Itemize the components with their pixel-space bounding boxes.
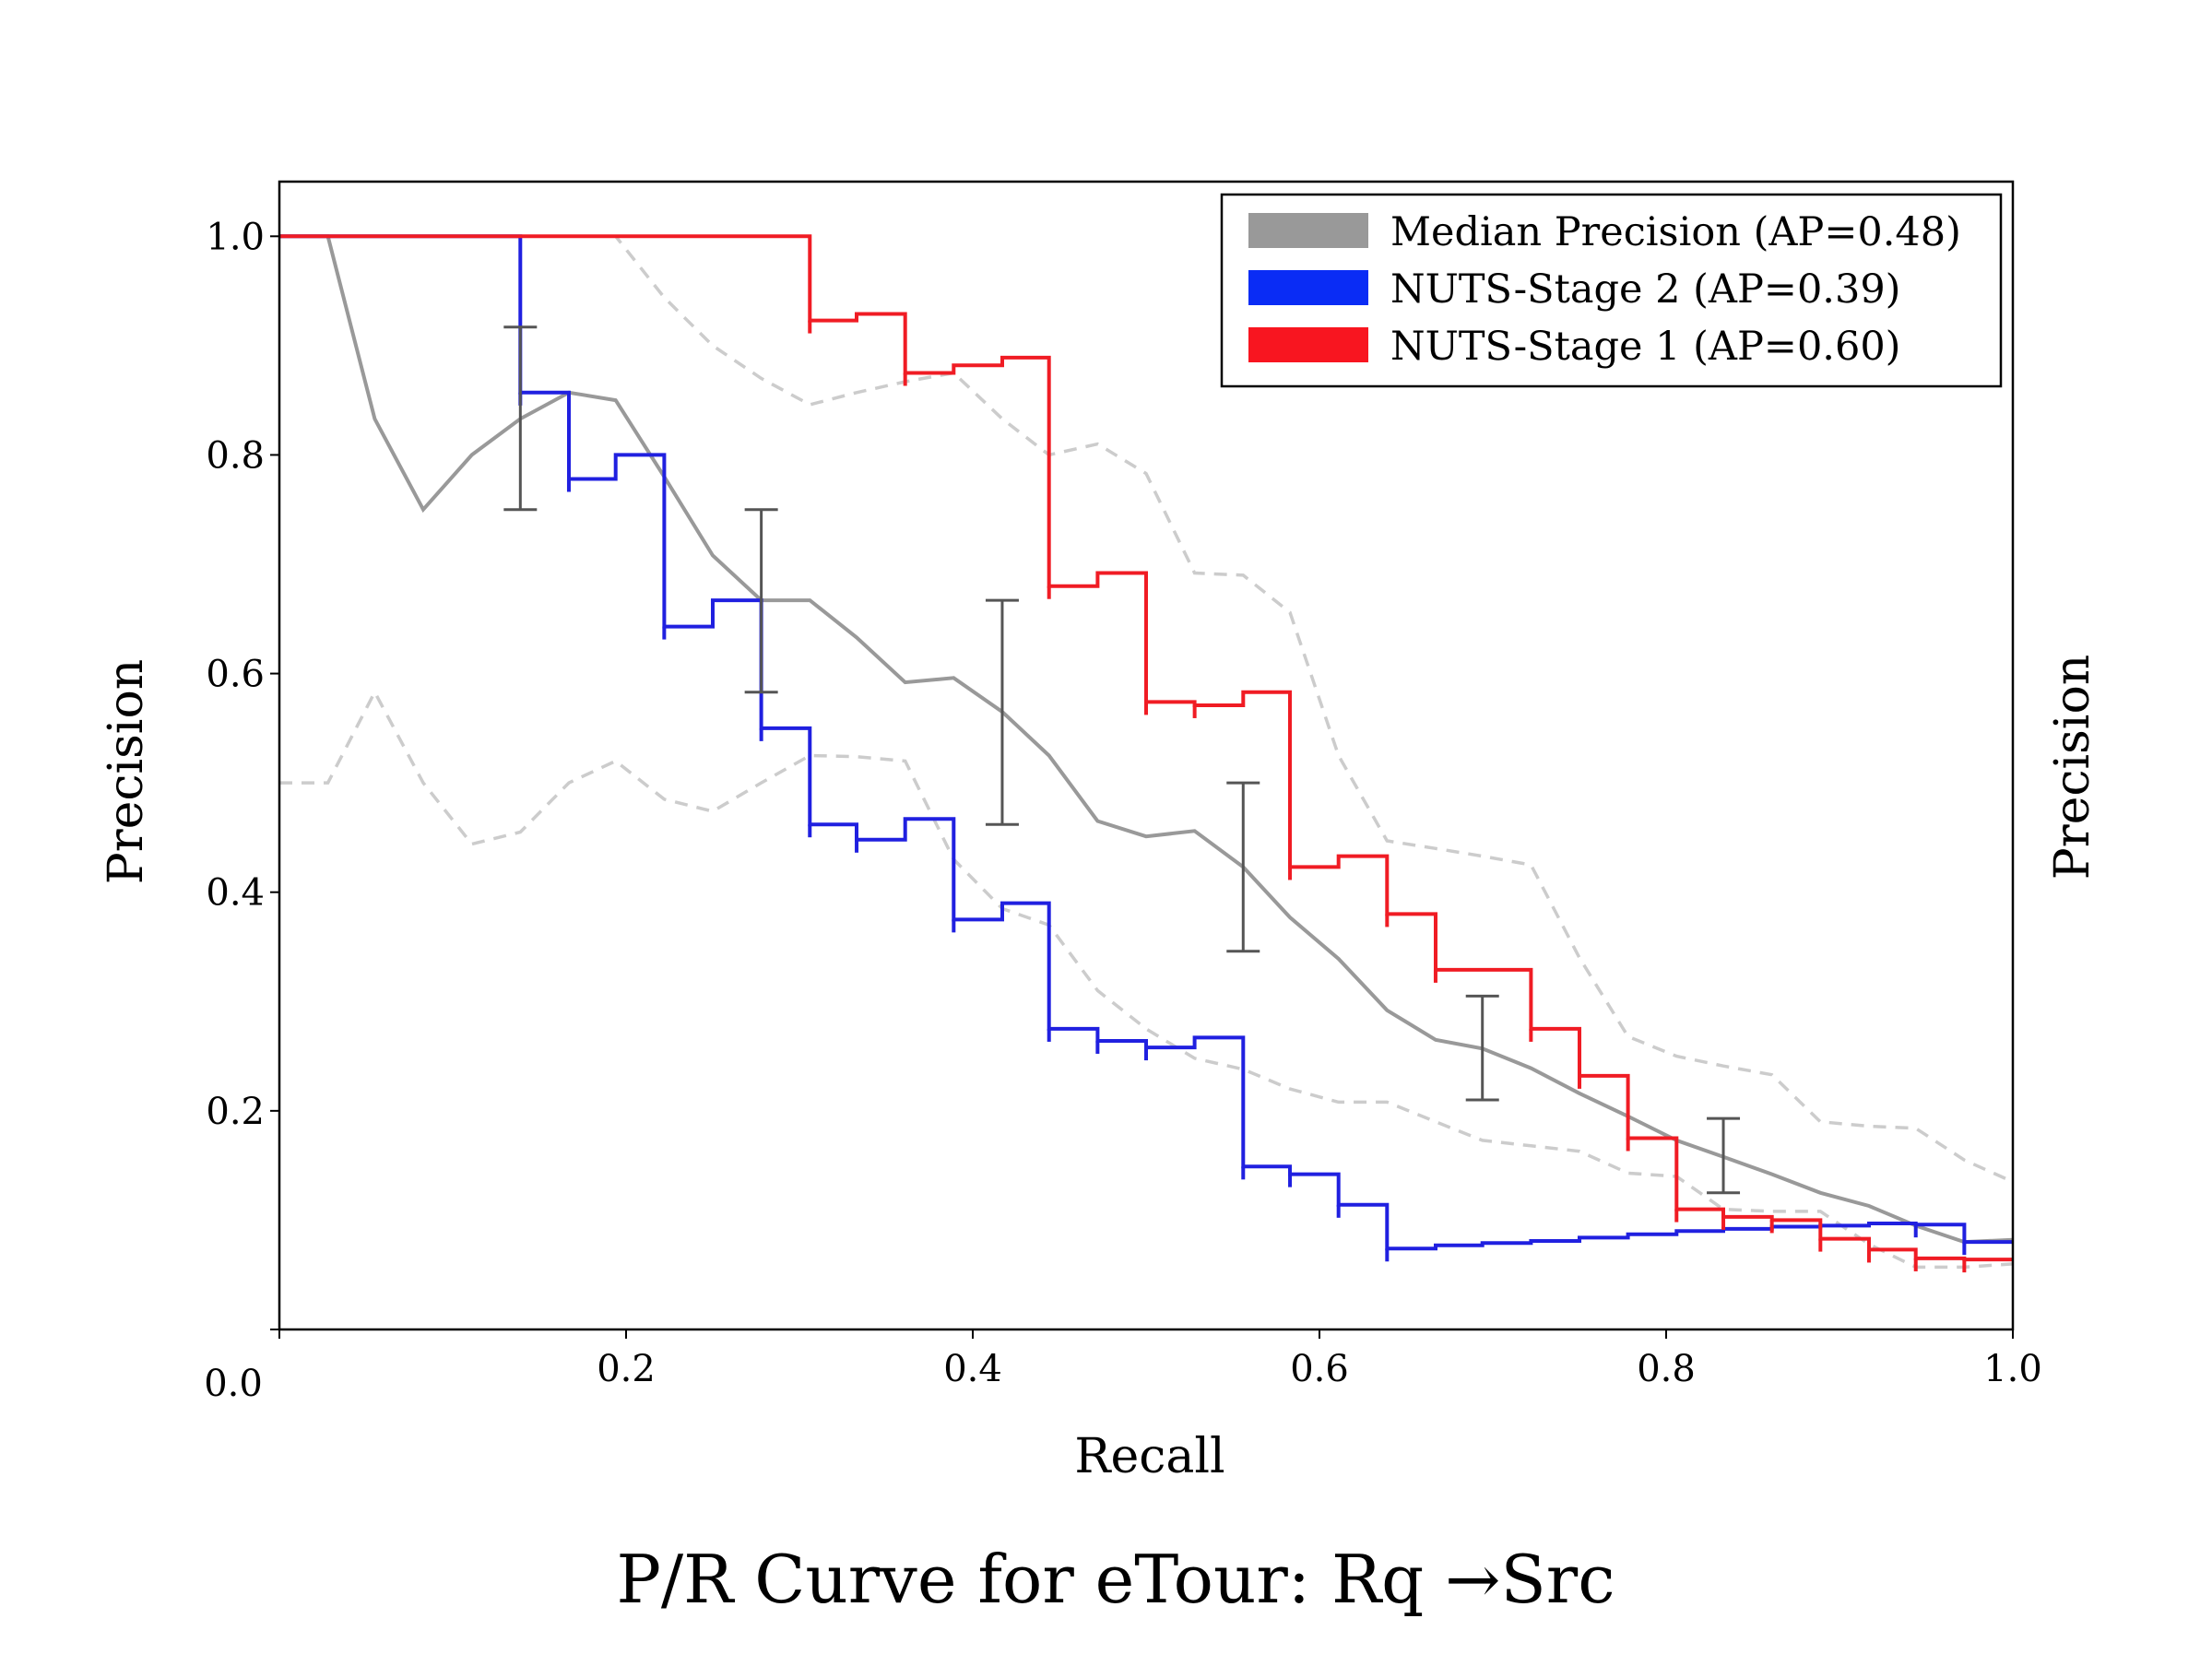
y-axis-label-right: Precision xyxy=(2045,655,2100,880)
errorbar xyxy=(985,598,1019,826)
series-line-band_upper xyxy=(279,234,2014,1184)
legend: Median Precision (AP=0.48) NUTS-Stage 2 (… xyxy=(1220,193,2003,388)
chart-title: P/R Curve for eTour: Rq →Src xyxy=(616,1541,1615,1618)
x-tick-label: 1.0 xyxy=(1983,1348,2042,1390)
x-tick-label: 0.0 xyxy=(204,1363,263,1405)
y-tick-label: 0.8 xyxy=(206,434,265,477)
legend-entry: Median Precision (AP=0.48) xyxy=(1248,209,1961,255)
legend-entry: NUTS-Stage 1 (AP=0.60) xyxy=(1248,324,1900,370)
y-axis-label: Precision xyxy=(99,659,154,885)
axis-ticks: 0.0 0.2 0.4 0.6 0.8 1.0 0.2 0.4 0.6 0.8 1.0 xyxy=(204,216,2042,1405)
errorbar xyxy=(1707,1116,1741,1195)
legend-label: NUTS-Stage 1 (AP=0.60) xyxy=(1390,324,1900,370)
errorbar xyxy=(1465,994,1499,1102)
x-tick-label: 0.8 xyxy=(1637,1348,1696,1390)
plot-frame xyxy=(278,180,2015,1331)
series-line-band_lower xyxy=(279,688,2014,1270)
legend-entry: NUTS-Stage 2 (AP=0.39) xyxy=(1248,266,1900,313)
series-line-stage1 xyxy=(279,234,2013,1262)
y-tick-label: 1.0 xyxy=(206,216,265,258)
errorbar xyxy=(1226,781,1260,953)
x-tick-label: 0.2 xyxy=(597,1348,656,1390)
legend-swatch xyxy=(1248,213,1368,248)
y-tick-label: 0.4 xyxy=(206,872,265,915)
errorbar xyxy=(503,325,538,512)
x-tick-label: 0.6 xyxy=(1290,1348,1349,1390)
legend-swatch xyxy=(1248,270,1368,305)
errorbar xyxy=(744,508,778,694)
y-tick-label: 0.2 xyxy=(206,1091,265,1133)
legend-label: NUTS-Stage 2 (AP=0.39) xyxy=(1390,266,1900,313)
x-tick-label: 0.4 xyxy=(943,1348,1002,1390)
x-axis-label: Recall xyxy=(1074,1429,1224,1484)
legend-label: Median Precision (AP=0.48) xyxy=(1390,209,1961,255)
legend-swatch xyxy=(1248,327,1368,362)
y-tick-label: 0.6 xyxy=(206,654,265,696)
series-line-stage2 xyxy=(279,234,2013,1251)
plot-content xyxy=(279,234,2014,1273)
